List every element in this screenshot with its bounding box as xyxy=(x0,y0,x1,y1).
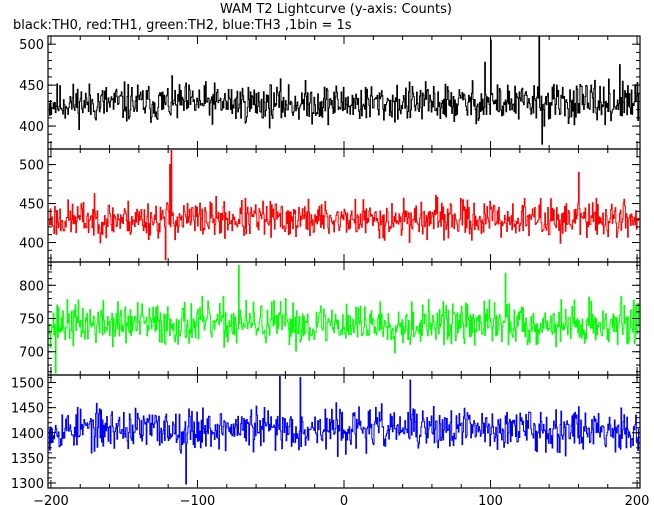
x-axis: −200 −100 0 100 200 xyxy=(33,494,649,505)
y-tick-label: 1500 xyxy=(11,377,44,392)
panel-th1: 400 450 500 xyxy=(19,148,641,263)
x-tick-label: 100 xyxy=(478,494,503,505)
y-tick-label: 750 xyxy=(19,313,44,328)
x-tick-label: 0 xyxy=(340,494,348,505)
y-tick-label: 450 xyxy=(19,79,44,94)
panel-th3: 1300 1350 1400 1450 1500 xyxy=(11,374,641,492)
y-tick-label: 400 xyxy=(19,237,44,252)
chart-subtitle: black:TH0, red:TH1, green:TH2, blue:TH3 … xyxy=(13,18,352,33)
panels-group: 4004505004004505007007508001300135014001… xyxy=(11,35,641,492)
panel-th2: 700 750 800 xyxy=(19,261,641,376)
y-tick-label: 800 xyxy=(19,279,44,294)
series-line-th3 xyxy=(48,376,640,485)
series-line-th0 xyxy=(48,35,640,145)
x-tick-label: 200 xyxy=(625,494,650,505)
y-tick-label: 1350 xyxy=(11,452,44,467)
y-tick-label: 500 xyxy=(19,38,44,53)
chart-title: WAM T2 Lightcurve (y-axis: Counts) xyxy=(220,2,452,17)
y-tick-label: 500 xyxy=(19,159,44,174)
y-tick-label: 1450 xyxy=(11,402,44,417)
series-line-th2 xyxy=(48,264,640,374)
series-line-th1 xyxy=(48,150,640,261)
x-tick-label: −100 xyxy=(180,494,216,505)
y-tick-label: 1400 xyxy=(11,427,44,442)
y-tick-label: 400 xyxy=(19,120,44,135)
panel-th0: 400 450 500 xyxy=(19,35,641,150)
y-tick-label: 700 xyxy=(19,346,44,361)
x-tick-label: −200 xyxy=(33,494,69,505)
y-tick-label: 450 xyxy=(19,198,44,213)
y-tick-label: 1300 xyxy=(11,477,44,492)
